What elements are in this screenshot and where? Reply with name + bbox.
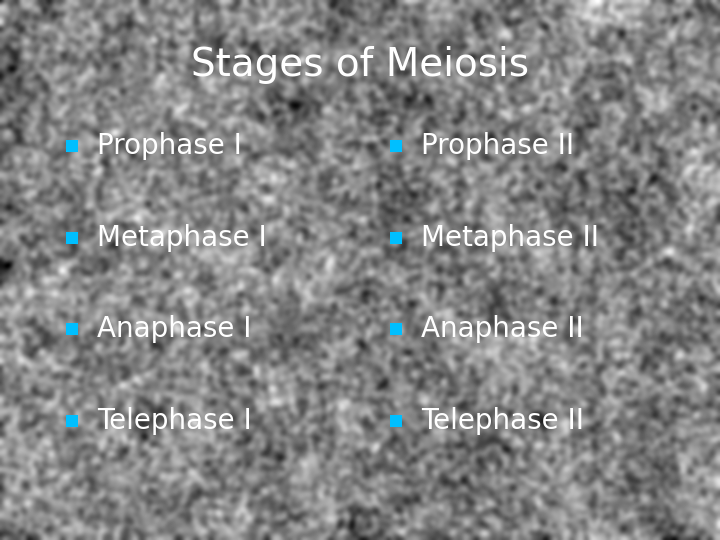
Text: Anaphase I: Anaphase I — [97, 315, 252, 343]
Text: Prophase II: Prophase II — [421, 132, 575, 160]
Text: Telephase I: Telephase I — [97, 407, 252, 435]
Text: Stages of Meiosis: Stages of Meiosis — [191, 46, 529, 84]
Text: Telephase II: Telephase II — [421, 407, 584, 435]
Text: Prophase I: Prophase I — [97, 132, 242, 160]
Text: Metaphase II: Metaphase II — [421, 224, 599, 252]
Text: Anaphase II: Anaphase II — [421, 315, 584, 343]
Text: Metaphase I: Metaphase I — [97, 224, 267, 252]
